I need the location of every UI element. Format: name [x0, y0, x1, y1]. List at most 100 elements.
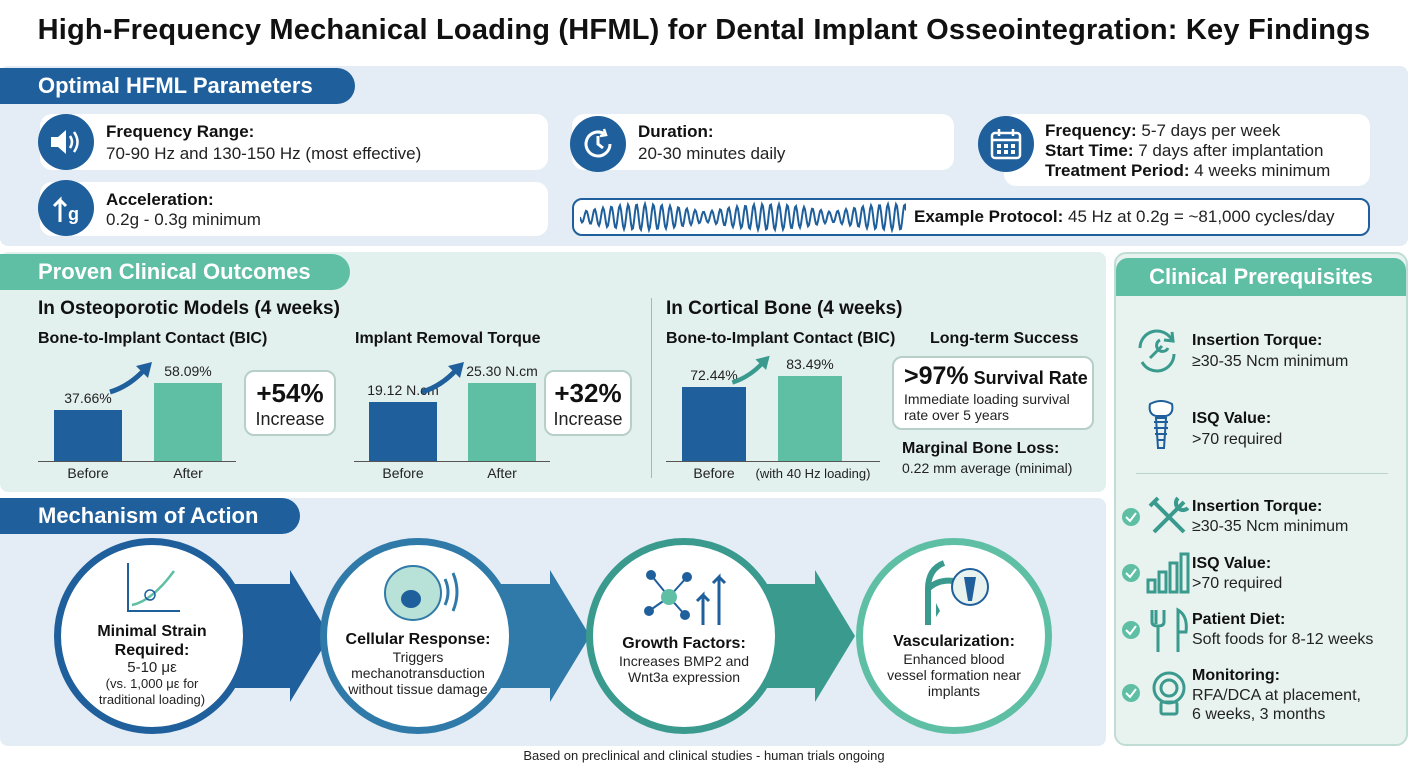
duration-card	[572, 114, 954, 170]
prereq-diet-value: Soft foods for 8-12 weeks	[1192, 631, 1374, 648]
mechanism-step-cellular: Cellular Response: Triggers mechanotrans…	[320, 538, 516, 734]
outcomes-divider	[651, 298, 652, 478]
bic-cortical-after-bar	[778, 376, 842, 461]
torque-title: Implant Removal Torque	[355, 330, 541, 347]
wrench-cycle-icon	[1138, 329, 1176, 373]
prereq-insertion-torque-label: Insertion Torque:	[1192, 332, 1323, 349]
cell-icon	[384, 565, 459, 621]
prereq-diet-label: Patient Diet:	[1192, 611, 1286, 628]
signal-bars-icon	[1146, 552, 1190, 594]
bic-cortical-before-label: Before	[693, 465, 735, 481]
trend-arrow-icon	[731, 355, 770, 385]
bic-cortical-after-label: (with 40 Hz loading)	[755, 466, 871, 481]
bic-cortical-before-bar	[682, 387, 746, 461]
longterm-title: Long-term Success	[930, 330, 1079, 347]
schedule-frequency: Frequency: 5-7 days per week	[1045, 121, 1281, 140]
bic-cortical-axis	[666, 461, 880, 462]
prereq-divider	[1136, 473, 1388, 474]
bic-cortical-before-value: 72.44%	[690, 367, 738, 383]
prereq-monitoring-label: Monitoring:	[1192, 667, 1280, 684]
torque-before-label: Before	[382, 465, 424, 481]
bic-osteo-increase-label: Increase	[255, 409, 325, 429]
monitor-device-icon	[1152, 671, 1186, 716]
molecule-growth-icon	[644, 570, 727, 625]
mechanism-step-strain: Minimal Strain Required: 5-10 με (vs. 1,…	[54, 538, 250, 734]
mechanism-step-growth: Growth Factors: Increases BMP2 and Wnt3a…	[586, 538, 782, 734]
bic-cortical-title: Bone-to-Implant Contact (BIC)	[666, 330, 896, 347]
bic-osteo-axis	[38, 461, 236, 462]
prereq-insertion-torque-2-label: Insertion Torque:	[1192, 498, 1323, 515]
strain-title: Minimal Strain Required:	[97, 623, 207, 659]
vascular-title: Vascularization:	[893, 633, 1015, 650]
marginal-bone-loss-value: 0.22 mm average (minimal)	[902, 460, 1073, 476]
survival-rate-label: Survival Rate	[973, 368, 1088, 388]
prereq-isq-label: ISQ Value:	[1192, 410, 1272, 427]
strain-comparison: (vs. 1,000 με for traditional loading)	[98, 676, 206, 707]
cellular-title: Cellular Response:	[345, 631, 491, 648]
osteoporotic-heading: In Osteoporotic Models (4 weeks)	[38, 298, 340, 319]
bic-osteo-after-value: 58.09%	[164, 363, 212, 379]
vascular-desc: Enhanced blood vessel formation near imp…	[887, 651, 1021, 699]
waveform-icon	[580, 201, 906, 233]
duration-label: Duration:	[638, 122, 714, 141]
prereq-insertion-torque-2-value: ≥30-35 Ncm minimum	[1192, 518, 1349, 535]
survival-rate-value: >97%	[904, 362, 969, 390]
torque-increase-label: Increase	[553, 409, 623, 429]
trend-arrow-icon	[109, 362, 152, 395]
mechanism-heading: Mechanism of Action	[0, 498, 300, 534]
acceleration-value: 0.2g - 0.3g minimum	[106, 210, 261, 229]
frequency-range-label: Frequency Range:	[106, 122, 255, 141]
acceleration-icon-glyph: g	[68, 204, 79, 224]
schedule-start-time: Start Time: 7 days after implantation	[1045, 141, 1324, 160]
checkmark-icon	[1122, 508, 1140, 526]
tools-icon	[1148, 496, 1190, 534]
prereq-isq-value: >70 required	[1192, 431, 1283, 448]
calendar-icon	[978, 116, 1034, 172]
acceleration-arrow-icon: g	[38, 180, 94, 236]
bic-cortical-after-value: 83.49%	[786, 356, 834, 372]
trend-arrow-icon	[421, 362, 464, 395]
prerequisites-section	[1114, 252, 1408, 746]
implant-icon	[1148, 400, 1174, 449]
frequency-range-value: 70-90 Hz and 130-150 Hz (most effective)	[106, 144, 422, 163]
checkmark-icon	[1122, 621, 1140, 639]
survival-callout: >97% Survival Rate Immediate loading sur…	[892, 356, 1094, 430]
prereq-insertion-torque-value: ≥30-35 Ncm minimum	[1192, 353, 1349, 370]
marginal-bone-loss-label: Marginal Bone Loss:	[902, 440, 1060, 457]
cellular-desc: Triggers mechanotransduction without tis…	[348, 649, 488, 697]
mechanism-step-vascular: Vascularization: Enhanced blood vessel f…	[856, 538, 1052, 734]
growth-title: Growth Factors:	[622, 635, 746, 652]
footer-note: Based on preclinical and clinical studie…	[523, 748, 885, 763]
bic-osteo-increase-value: +54%	[256, 378, 324, 408]
blood-vessel-implant-icon	[925, 560, 989, 625]
bic-osteo-after-label: After	[173, 465, 203, 481]
prereq-isq-2-label: ISQ Value:	[1192, 555, 1272, 572]
torque-axis	[354, 461, 550, 462]
speaker-icon	[38, 114, 94, 170]
clock-icon	[570, 116, 626, 172]
survival-rate-desc: Immediate loading survival rate over 5 y…	[904, 391, 1070, 423]
torque-before-value: 19.12 N.cm	[367, 382, 439, 398]
acceleration-label: Acceleration:	[106, 190, 214, 209]
example-protocol-text: Example Protocol: 45 Hz at 0.2g = ~81,00…	[914, 207, 1335, 226]
prereq-isq-2-value: >70 required	[1192, 575, 1283, 592]
frequency-range-card	[40, 114, 548, 170]
prerequisites-heading: Clinical Prerequisites	[1116, 258, 1406, 296]
fork-knife-icon	[1150, 607, 1188, 652]
torque-after-value: 25.30 N.cm	[466, 363, 538, 379]
checkmark-icon	[1122, 564, 1140, 582]
duration-value: 20-30 minutes daily	[638, 144, 786, 163]
prereq-monitoring-value: RFA/DCA at placement, 6 weeks, 3 months	[1192, 687, 1361, 723]
torque-after-label: After	[487, 465, 517, 481]
torque-after-bar	[468, 383, 536, 461]
torque-increase-value: +32%	[554, 378, 622, 408]
bic-osteo-title: Bone-to-Implant Contact (BIC)	[38, 330, 268, 347]
torque-callout: +32% Increase	[544, 370, 632, 436]
cortical-heading: In Cortical Bone (4 weeks)	[666, 298, 903, 319]
parameters-heading: Optimal HFML Parameters	[0, 68, 355, 104]
schedule-treatment-period: Treatment Period: 4 weeks minimum	[1045, 161, 1331, 180]
torque-before-bar	[369, 402, 437, 461]
outcomes-heading: Proven Clinical Outcomes	[0, 254, 350, 290]
bic-osteo-before-bar	[54, 410, 122, 461]
bic-osteo-after-bar	[154, 383, 222, 461]
